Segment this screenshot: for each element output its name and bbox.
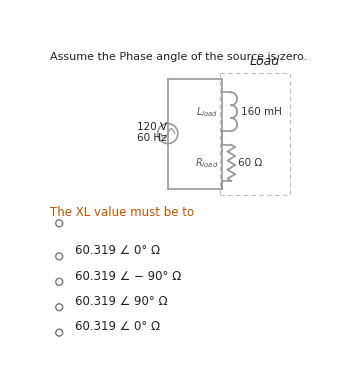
- Text: 120 V: 120 V: [137, 122, 167, 132]
- Text: 60.319 ∠ 90° Ω: 60.319 ∠ 90° Ω: [75, 295, 167, 308]
- Text: 60.319 ∠ 0° Ω: 60.319 ∠ 0° Ω: [75, 244, 160, 257]
- Text: 60 Ω: 60 Ω: [238, 158, 262, 168]
- Text: $R_{load}$: $R_{load}$: [195, 156, 218, 170]
- Text: Assume the Phase angle of the source is zero.: Assume the Phase angle of the source is …: [50, 52, 307, 62]
- Text: 160 mH: 160 mH: [241, 107, 282, 117]
- Text: $L_{load}$: $L_{load}$: [196, 105, 218, 119]
- Text: Load: Load: [250, 55, 280, 68]
- Text: The XL value must be to: The XL value must be to: [50, 206, 194, 219]
- Text: 60.319 ∠ − 90° Ω: 60.319 ∠ − 90° Ω: [75, 270, 181, 283]
- Text: 60 Hz: 60 Hz: [137, 133, 166, 143]
- Text: 60.319 ∠ 0° Ω: 60.319 ∠ 0° Ω: [75, 320, 160, 333]
